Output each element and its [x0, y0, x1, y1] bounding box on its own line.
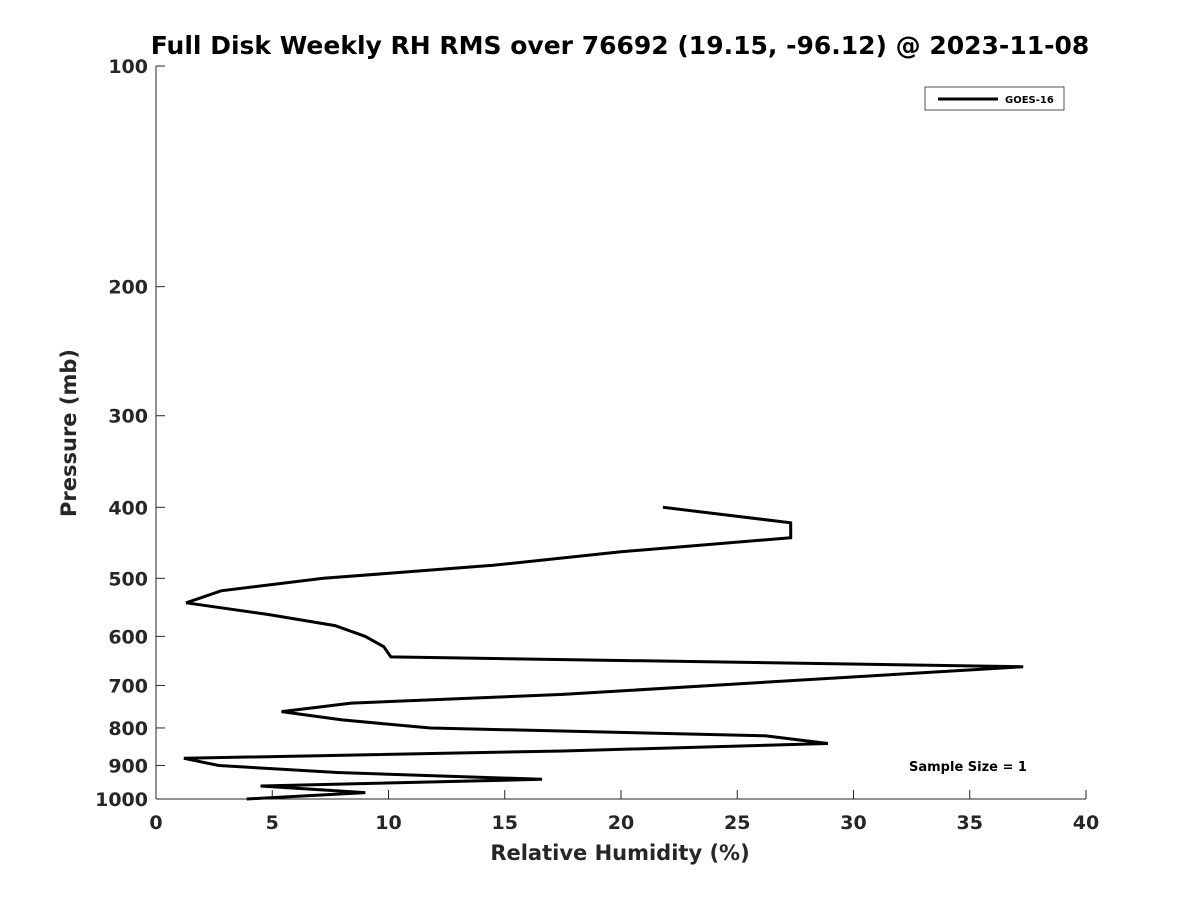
series-layer: [183, 505, 1024, 801]
series-line-goes-16: [183, 505, 1024, 801]
y-ticks: 100 200 300 400 500 600 700 800 900 1000: [95, 56, 165, 811]
x-tick-label: 0: [149, 812, 162, 834]
y-tick-label: 100: [108, 56, 148, 78]
x-tick-label: 10: [375, 812, 401, 834]
y-tick-label: 600: [108, 626, 148, 648]
y-tick-label: 400: [108, 497, 148, 519]
x-tick-label: 15: [492, 812, 518, 834]
y-axis-label: Pressure (mb): [57, 349, 81, 517]
y-tick-label: 900: [108, 755, 148, 777]
x-tick-label: 30: [840, 812, 866, 834]
x-tick-label: 35: [957, 812, 983, 834]
y-tick-label: 800: [108, 718, 148, 740]
legend: GOES-16: [924, 86, 1065, 111]
x-tick-label: 40: [1073, 812, 1099, 834]
y-tick-label: 300: [108, 406, 148, 428]
x-tick-label: 25: [724, 812, 750, 834]
legend-label-goes-16: GOES-16: [1005, 95, 1054, 106]
y-tick-label: 500: [108, 568, 148, 590]
y-tick-label: 1000: [95, 789, 148, 811]
x-tick-label: 5: [266, 812, 279, 834]
x-tick-label: 20: [608, 812, 634, 834]
sample-size-annotation: Sample Size = 1: [909, 760, 1027, 775]
chart-title: Full Disk Weekly RH RMS over 76692 (19.1…: [151, 31, 1090, 60]
y-tick-label: 200: [108, 277, 148, 299]
x-ticks: 0 5 10 15 20 25 30 35 40: [149, 790, 1099, 834]
y-tick-label: 700: [108, 675, 148, 697]
x-axis-label: Relative Humidity (%): [490, 841, 749, 865]
